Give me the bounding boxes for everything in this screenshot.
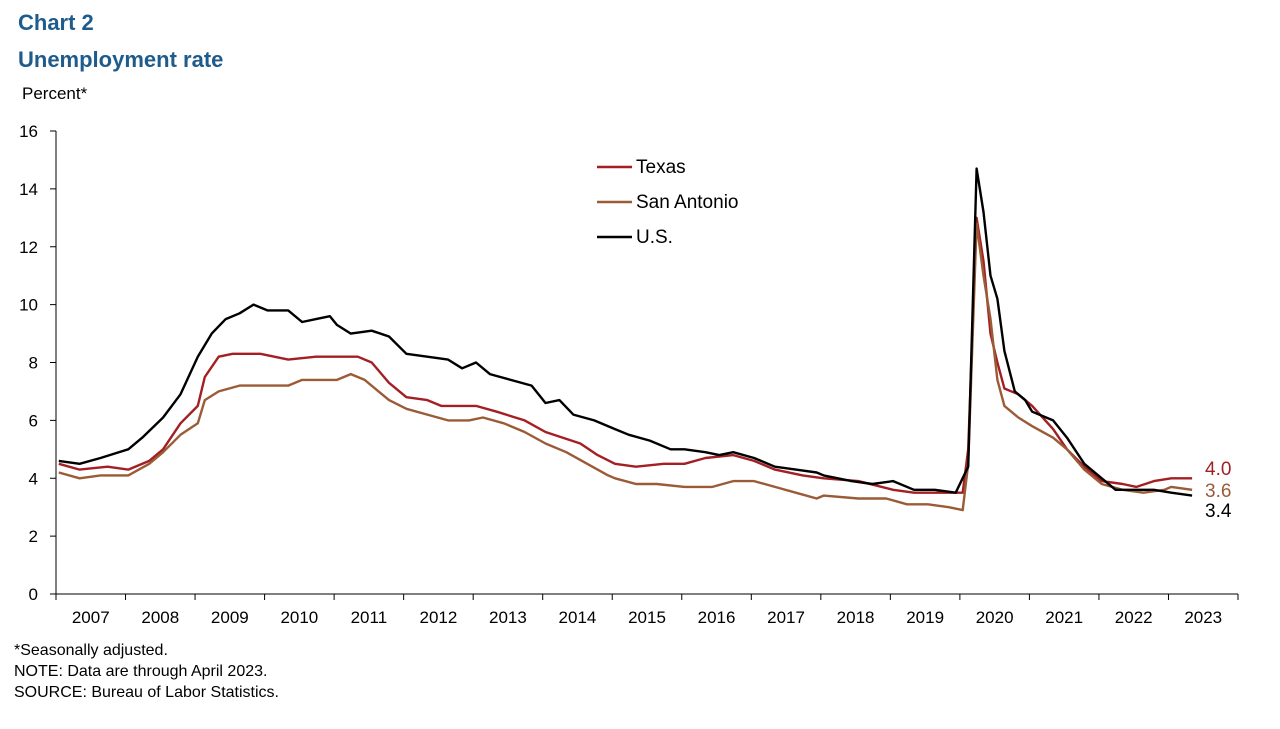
legend-label: U.S. <box>636 227 673 248</box>
x-tick-label: 2011 <box>351 608 388 627</box>
y-tick-label: 12 <box>19 238 38 257</box>
x-tick-label: 2023 <box>1184 608 1222 627</box>
end-value-label: 3.4 <box>1205 501 1232 522</box>
legend-label: San Antonio <box>636 192 738 213</box>
y-tick-label: 2 <box>29 527 38 546</box>
x-tick-label: 2008 <box>141 608 179 627</box>
chart-label: Chart 2 <box>18 10 94 35</box>
y-tick-label: 6 <box>29 411 38 430</box>
end-value-label: 4.0 <box>1205 459 1231 480</box>
x-tick-label: 2016 <box>698 608 736 627</box>
x-tick-label: 2015 <box>628 608 666 627</box>
y-tick-label: 4 <box>29 469 38 488</box>
x-tick-label: 2021 <box>1045 608 1083 627</box>
series-line-san-antonio <box>58 222 1193 512</box>
legend-label: Texas <box>636 157 686 178</box>
series-line-texas <box>58 216 1193 494</box>
y-axis-label: Percent* <box>22 84 88 103</box>
footnotes: *Seasonally adjusted. NOTE: Data are thr… <box>14 640 279 703</box>
x-tick-label: 2012 <box>419 608 457 627</box>
footnote-source: SOURCE: Bureau of Labor Statistics. <box>14 684 279 701</box>
x-tick-label: 2018 <box>837 608 875 627</box>
y-tick-label: 8 <box>29 354 38 373</box>
series-line-u-s <box>58 167 1193 497</box>
y-tick-label: 16 <box>19 122 38 141</box>
x-tick-label: 2014 <box>559 608 597 627</box>
x-tick-label: 2020 <box>976 608 1014 627</box>
x-tick-label: 2010 <box>280 608 318 627</box>
x-tick-label: 2009 <box>211 608 249 627</box>
y-tick-label: 14 <box>19 180 38 199</box>
end-value-label: 3.6 <box>1205 481 1231 502</box>
x-tick-label: 2007 <box>72 608 110 627</box>
x-tick-label: 2022 <box>1115 608 1153 627</box>
y-tick-label: 10 <box>19 296 38 315</box>
footnote-note: NOTE: Data are through April 2023. <box>14 663 268 680</box>
chart-title: Unemployment rate <box>18 47 224 72</box>
x-tick-label: 2017 <box>767 608 805 627</box>
footnote-seasonal: *Seasonally adjusted. <box>14 642 168 659</box>
x-tick-label: 2019 <box>906 608 944 627</box>
x-tick-label: 2013 <box>489 608 527 627</box>
y-tick-label: 0 <box>29 585 38 604</box>
